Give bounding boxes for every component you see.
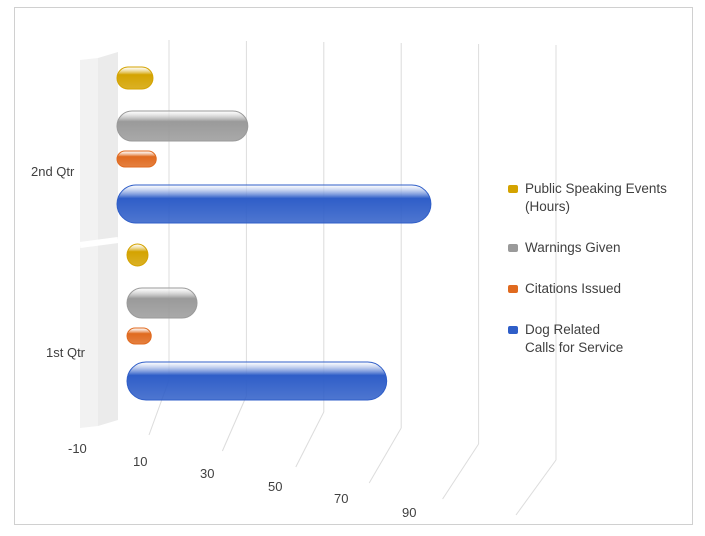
chart-walls <box>79 52 119 428</box>
gridline-floor <box>442 443 480 500</box>
x-tick-label: 70 <box>334 491 348 506</box>
gridline-floor <box>515 459 557 516</box>
bar-citations-issued-2nd-qtr <box>116 150 157 168</box>
legend-swatch <box>508 285 518 293</box>
legend-label: Warnings Given <box>525 240 621 255</box>
legend-item: Public Speaking Events (Hours) <box>508 180 693 216</box>
legend-swatch <box>508 185 518 193</box>
x-tick-label: 90 <box>402 505 416 520</box>
wall-divider <box>79 237 119 248</box>
legend-label: Citations Issued <box>525 281 622 296</box>
legend-item: Citations Issued <box>508 280 693 298</box>
bar-warnings-given-2nd-qtr <box>116 110 249 142</box>
bar-citations-issued-1st-qtr <box>126 327 152 345</box>
legend-label: Dog Related Calls for Service <box>525 322 624 355</box>
bar-dog-related-1st-qtr <box>126 361 388 401</box>
gridline-floor <box>221 395 247 452</box>
x-tick-label: 50 <box>268 479 282 494</box>
legend-item: Dog Related Calls for Service <box>508 321 693 357</box>
category-label: 2nd Qtr <box>31 164 75 179</box>
x-tick-label: -10 <box>68 441 87 456</box>
gridline-floor <box>368 427 402 484</box>
x-tick-label: 30 <box>200 466 214 481</box>
x-axis-tick-labels: -10 10 30 50 70 90 <box>68 441 416 520</box>
bar-dog-related-2nd-qtr <box>116 184 432 224</box>
legend-swatch <box>508 244 518 252</box>
category-label: 1st Qtr <box>46 345 86 360</box>
x-tick-label: 10 <box>133 454 147 469</box>
bar-public-speaking-events-1st-qtr <box>126 243 149 267</box>
bar-public-speaking-events-2nd-qtr <box>116 66 154 90</box>
legend-swatch <box>508 326 518 334</box>
bar-warnings-given-1st-qtr <box>126 287 198 319</box>
legend-item: Warnings Given <box>508 239 693 257</box>
legend-label: Public Speaking Events (Hours) <box>525 181 667 214</box>
category-labels: 1st Qtr 2nd Qtr <box>31 164 86 360</box>
bars <box>116 66 432 401</box>
gridline-floor <box>295 411 325 468</box>
legend: Public Speaking Events (Hours) Warnings Gi… <box>508 180 693 380</box>
chart-frame <box>14 7 693 525</box>
